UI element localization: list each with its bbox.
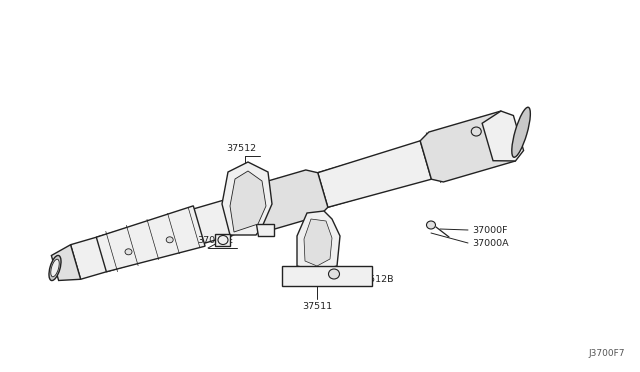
FancyBboxPatch shape — [282, 266, 372, 286]
Ellipse shape — [49, 256, 61, 280]
Polygon shape — [304, 219, 332, 266]
Ellipse shape — [426, 221, 435, 229]
Ellipse shape — [218, 235, 228, 244]
Text: 37000A: 37000A — [472, 238, 509, 247]
Ellipse shape — [166, 237, 173, 243]
Ellipse shape — [471, 127, 481, 136]
Polygon shape — [241, 170, 328, 232]
Text: 37000F: 37000F — [472, 225, 508, 234]
Polygon shape — [51, 245, 81, 280]
Text: 37000B: 37000B — [472, 122, 509, 131]
Polygon shape — [96, 206, 205, 272]
Polygon shape — [222, 162, 272, 235]
Text: 37512B: 37512B — [357, 276, 394, 285]
Text: 37511: 37511 — [302, 302, 332, 311]
Ellipse shape — [51, 259, 60, 277]
Polygon shape — [230, 171, 266, 232]
Text: J3700F7: J3700F7 — [589, 349, 625, 358]
Ellipse shape — [328, 269, 339, 279]
Polygon shape — [256, 224, 274, 236]
Text: 37512: 37512 — [226, 144, 256, 153]
Polygon shape — [318, 141, 431, 207]
Polygon shape — [70, 122, 503, 279]
Polygon shape — [482, 111, 524, 161]
Polygon shape — [297, 211, 340, 271]
Text: 37010: 37010 — [227, 223, 257, 232]
Ellipse shape — [125, 249, 132, 255]
Ellipse shape — [512, 107, 531, 157]
Text: 37050E: 37050E — [197, 236, 233, 245]
Polygon shape — [420, 111, 515, 182]
Polygon shape — [215, 234, 230, 246]
